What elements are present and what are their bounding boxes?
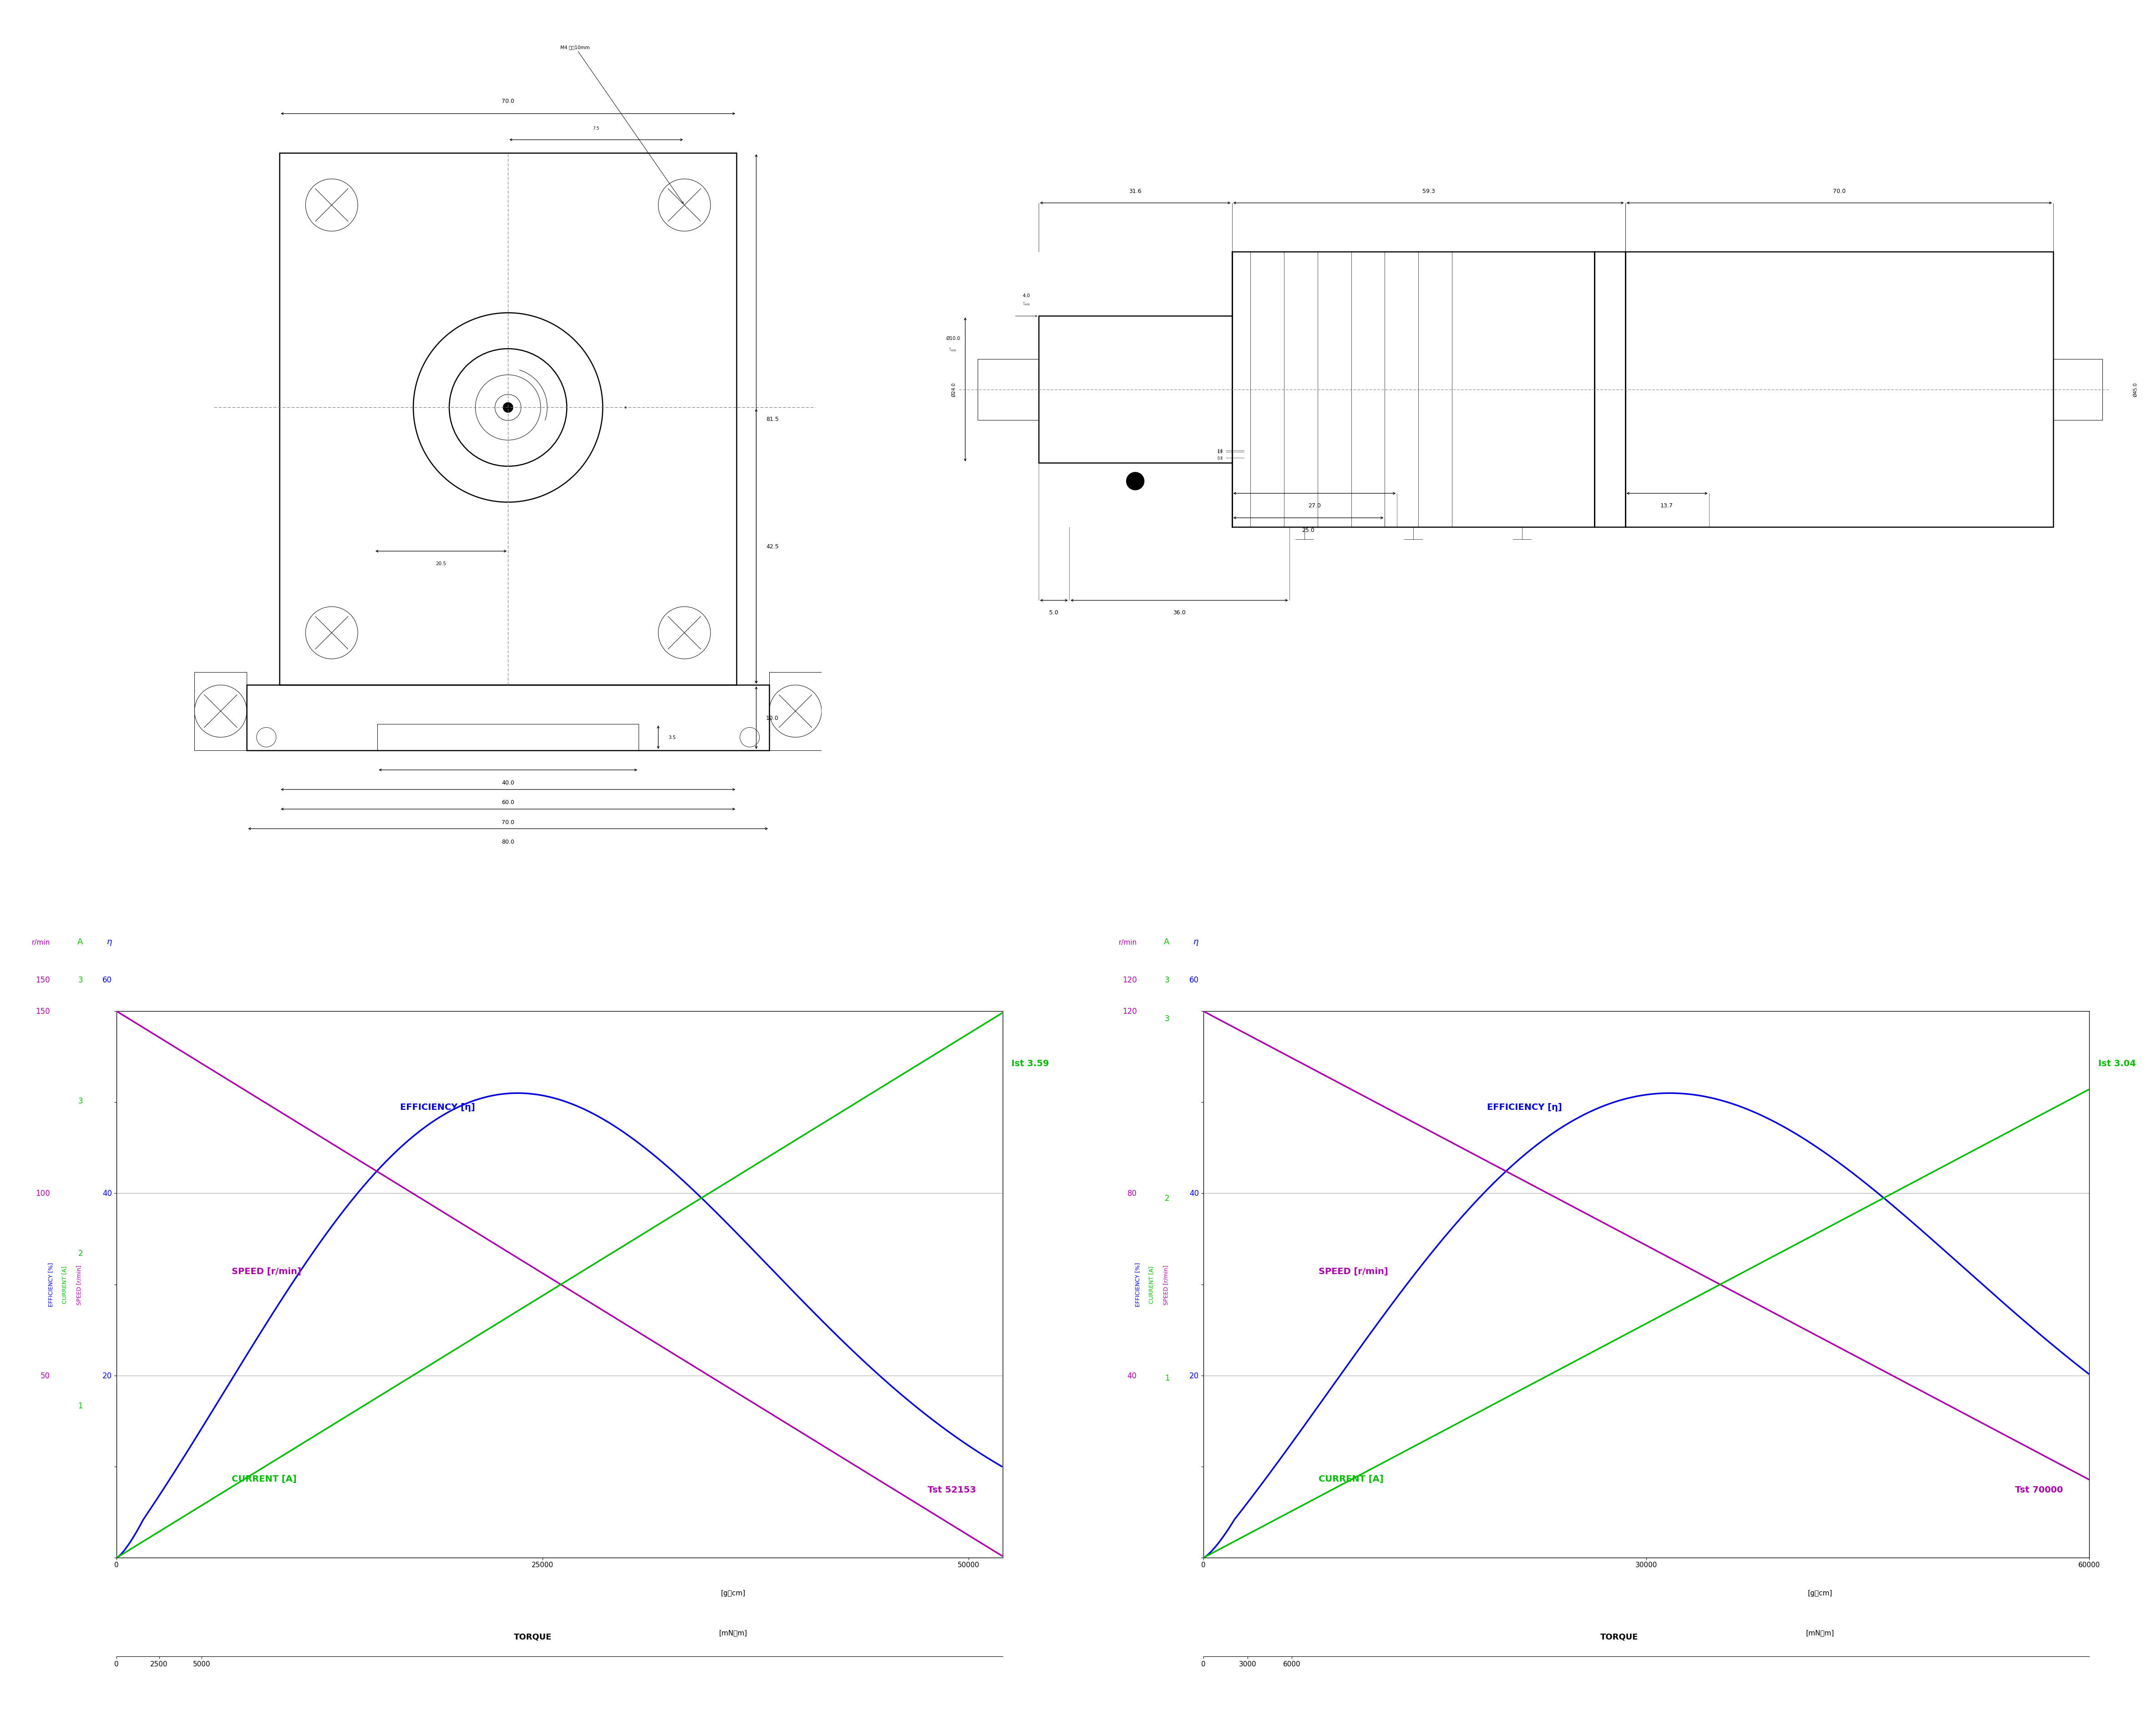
Text: 20.5: 20.5 — [437, 561, 445, 566]
Text: CURRENT [A]: CURRENT [A] — [62, 1266, 67, 1304]
Text: 20: 20 — [1190, 1371, 1199, 1380]
Text: A: A — [1164, 937, 1169, 946]
Text: SPEED [r/min]: SPEED [r/min] — [1162, 1264, 1169, 1304]
Text: 40: 40 — [1128, 1371, 1136, 1380]
Text: 50: 50 — [41, 1371, 49, 1380]
Text: 70.0: 70.0 — [501, 819, 514, 825]
Text: 60: 60 — [1190, 976, 1199, 984]
Text: 42.5: 42.5 — [766, 543, 779, 550]
Bar — [247, 686, 768, 750]
Text: [mN・m]: [mN・m] — [1806, 1628, 1834, 1635]
Text: TORQUE: TORQUE — [514, 1632, 551, 1641]
Text: [g・cm]: [g・cm] — [721, 1590, 747, 1597]
Text: Tst 52153: Tst 52153 — [928, 1486, 977, 1495]
Text: Ø24.0: Ø24.0 — [951, 382, 955, 398]
Bar — [977, 359, 1039, 420]
Text: 40.0: 40.0 — [501, 779, 514, 786]
Bar — [1231, 252, 1595, 528]
Text: r/min: r/min — [1119, 939, 1136, 946]
Text: 70.0: 70.0 — [501, 99, 514, 104]
Text: EFFICIENCY [η]: EFFICIENCY [η] — [400, 1102, 476, 1111]
Text: EFFICIENCY [η]: EFFICIENCY [η] — [1487, 1102, 1562, 1111]
Text: FGR706070 LH2: FGR706070 LH2 — [58, 878, 204, 894]
Text: 59.3: 59.3 — [1422, 187, 1435, 194]
Bar — [194, 672, 247, 750]
Text: CURRENT [A]: CURRENT [A] — [1149, 1266, 1153, 1304]
Text: CURRENT [A]: CURRENT [A] — [1319, 1474, 1384, 1483]
Text: 3.5: 3.5 — [667, 736, 676, 740]
Text: Ist 3.04: Ist 3.04 — [2098, 1059, 2135, 1068]
Text: 3: 3 — [1164, 976, 1169, 984]
Circle shape — [504, 403, 512, 413]
Text: 3: 3 — [1164, 1014, 1169, 1023]
Text: 31.6: 31.6 — [1130, 187, 1141, 194]
Text: SPEED [r/min]: SPEED [r/min] — [1319, 1267, 1388, 1276]
Text: 2: 2 — [77, 1250, 82, 1257]
Text: 24V: 24V — [958, 878, 992, 894]
Text: 1: 1 — [77, 1401, 82, 1410]
Text: 24V: 24V — [2044, 878, 2079, 894]
Text: 150: 150 — [37, 1007, 49, 1016]
Text: 2.0: 2.0 — [1218, 450, 1222, 453]
Text: 70.0: 70.0 — [1834, 187, 1846, 194]
Text: 120: 120 — [1123, 976, 1136, 984]
Bar — [280, 153, 736, 686]
Text: 60.0: 60.0 — [501, 800, 514, 806]
Text: 150: 150 — [37, 976, 49, 984]
Text: 2: 2 — [1164, 1194, 1169, 1203]
Bar — [377, 724, 639, 750]
Text: 27.0: 27.0 — [1308, 503, 1321, 509]
Text: 25.0: 25.0 — [1302, 528, 1315, 533]
Text: SPEED [r/min]: SPEED [r/min] — [75, 1264, 82, 1304]
Text: η: η — [1194, 937, 1199, 946]
Text: 40: 40 — [1190, 1189, 1199, 1198]
Text: CURRENT [A]: CURRENT [A] — [232, 1474, 297, 1483]
Text: 120: 120 — [1123, 1007, 1136, 1016]
Bar — [1595, 252, 1625, 528]
Text: Ist 3.59: Ist 3.59 — [1011, 1059, 1050, 1068]
Text: η: η — [108, 937, 112, 946]
Bar — [1039, 316, 1231, 464]
Bar — [2053, 359, 2103, 420]
Text: 20: 20 — [103, 1371, 112, 1380]
Text: EFFICIENCY [%]: EFFICIENCY [%] — [47, 1262, 54, 1307]
Text: $^0_{-0.05}$: $^0_{-0.05}$ — [1022, 300, 1031, 307]
Text: [g・cm]: [g・cm] — [1808, 1590, 1834, 1597]
Text: 81.5: 81.5 — [766, 417, 779, 422]
Text: 100: 100 — [37, 1189, 49, 1198]
Text: 3: 3 — [77, 976, 82, 984]
Text: 7.5: 7.5 — [594, 127, 600, 130]
Text: SPEED [r/min]: SPEED [r/min] — [232, 1267, 301, 1276]
Text: $^0_{-0.05}$: $^0_{-0.05}$ — [949, 347, 958, 352]
Text: Ø10.0: Ø10.0 — [947, 337, 960, 340]
Bar — [768, 672, 822, 750]
Text: M4 深さ10mm: M4 深さ10mm — [560, 45, 684, 205]
Text: 1.8: 1.8 — [1218, 450, 1222, 455]
Text: Ø45.0: Ø45.0 — [2133, 382, 2137, 398]
Text: 80.0: 80.0 — [501, 838, 514, 845]
Text: 40: 40 — [103, 1189, 112, 1198]
Text: 1: 1 — [1164, 1373, 1169, 1382]
Text: 10.0: 10.0 — [766, 715, 779, 720]
Text: 4.0: 4.0 — [1022, 293, 1031, 299]
Text: 36.0: 36.0 — [1173, 609, 1186, 616]
Text: A: A — [77, 937, 82, 946]
Text: 80: 80 — [1128, 1189, 1136, 1198]
Text: [mN・m]: [mN・m] — [719, 1628, 747, 1635]
Text: TORQUE: TORQUE — [1601, 1632, 1638, 1641]
Text: EFFICIENCY [%]: EFFICIENCY [%] — [1134, 1262, 1141, 1307]
Text: 3: 3 — [77, 1097, 82, 1106]
Text: 0.8: 0.8 — [1218, 457, 1222, 460]
Text: 13.7: 13.7 — [1661, 503, 1672, 509]
Circle shape — [1125, 472, 1145, 491]
Text: r/min: r/min — [32, 939, 49, 946]
Text: Tst 70000: Tst 70000 — [2014, 1486, 2064, 1495]
Text: FGR706070 LH1: FGR706070 LH1 — [1145, 878, 1291, 894]
Text: 5.0: 5.0 — [1050, 609, 1059, 616]
Text: 60: 60 — [103, 976, 112, 984]
Bar — [1625, 252, 2053, 528]
